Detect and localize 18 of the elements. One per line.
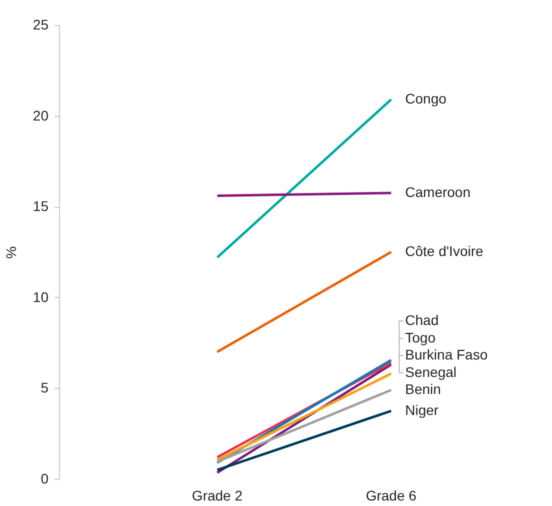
series-label: Cameroon [405,184,471,200]
y-tick-label: 20 [32,107,49,124]
y-tick-label: 10 [32,288,49,305]
series-label: Benin [405,381,441,398]
y-tick-label: 25 [32,16,49,32]
x-tick-label: Grade 2 [192,488,243,504]
y-axis-title: % [2,246,19,259]
series-label: Burkina Faso [405,346,488,363]
series-label: Togo [405,329,436,346]
series-label: Niger [405,402,439,418]
series-label: Côte d'Ivoire [405,243,484,259]
y-tick-label: 0 [40,470,49,486]
y-tick-label: 5 [40,380,49,396]
y-tick-label: 15 [32,198,49,214]
series-label: Congo [405,90,447,106]
text: Chad [405,312,439,328]
x-tick-label: Grade 6 [366,488,417,504]
series-label: Senegal [405,364,457,380]
